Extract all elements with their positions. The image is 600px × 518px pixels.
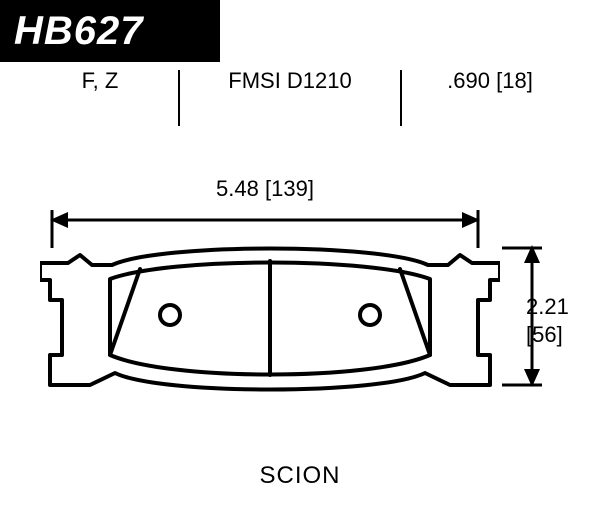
brake-pad-drawing bbox=[40, 245, 500, 405]
part-number: HB627 bbox=[14, 9, 144, 54]
spec-row: F, Z FMSI D1210 .690 [18] bbox=[0, 68, 600, 138]
spec-fmsi: FMSI D1210 bbox=[200, 68, 380, 94]
brand-label: SCION bbox=[0, 462, 600, 490]
brake-pad-icon bbox=[40, 245, 500, 415]
spec-divider-2 bbox=[400, 70, 402, 126]
dimension-width-label: 5.48 [139] bbox=[50, 176, 480, 202]
spec-thickness: .690 [18] bbox=[420, 68, 560, 94]
spec-compound: F, Z bbox=[40, 68, 160, 94]
spec-thickness-in: .690 bbox=[447, 68, 490, 93]
part-number-banner: HB627 bbox=[0, 0, 220, 62]
spec-divider-1 bbox=[178, 70, 180, 126]
height-mm: [56] bbox=[526, 321, 569, 349]
dimension-height: 2.21 [56] bbox=[520, 245, 590, 405]
page-root: HB627 F, Z FMSI D1210 .690 [18] 5.48 [13… bbox=[0, 0, 600, 518]
spec-thickness-mm: [18] bbox=[496, 68, 533, 93]
width-mm: [139] bbox=[265, 176, 314, 201]
width-inches: 5.48 bbox=[216, 176, 259, 201]
dimension-height-label: 2.21 [56] bbox=[526, 293, 569, 348]
height-inches: 2.21 bbox=[526, 293, 569, 321]
